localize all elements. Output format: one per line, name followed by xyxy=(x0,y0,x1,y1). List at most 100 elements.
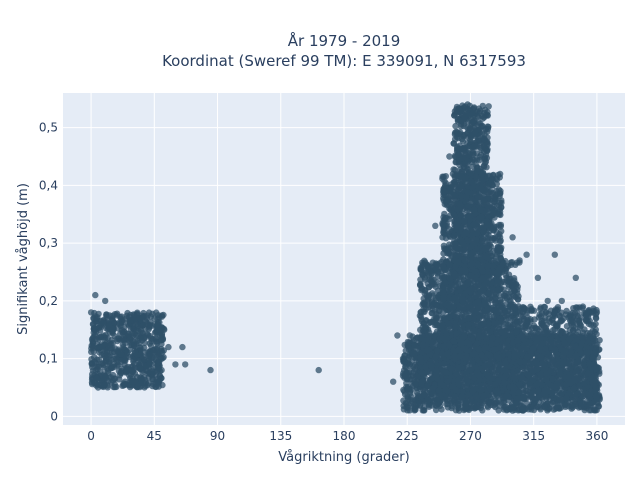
data-point xyxy=(101,337,109,344)
data-point xyxy=(409,350,416,357)
data-point xyxy=(479,407,486,414)
data-point xyxy=(421,276,429,283)
data-point xyxy=(502,267,509,275)
data-point xyxy=(492,381,499,388)
data-point xyxy=(476,346,483,353)
data-point xyxy=(437,380,444,387)
data-point xyxy=(489,208,496,216)
data-point xyxy=(499,367,506,374)
data-point xyxy=(487,291,495,298)
data-point xyxy=(455,364,463,372)
data-point xyxy=(120,335,127,342)
data-point xyxy=(503,393,510,400)
data-point xyxy=(481,362,488,370)
data-point xyxy=(488,340,495,348)
data-point xyxy=(442,386,449,394)
data-point xyxy=(477,387,485,394)
data-point xyxy=(552,405,559,412)
data-point xyxy=(143,314,151,321)
data-point xyxy=(480,320,487,327)
data-point xyxy=(424,347,431,354)
data-point xyxy=(96,368,104,375)
data-point xyxy=(450,304,457,311)
data-point xyxy=(456,302,463,310)
data-point xyxy=(446,322,453,329)
data-point xyxy=(475,372,482,379)
data-point xyxy=(146,360,153,367)
data-point xyxy=(417,309,424,316)
data-point xyxy=(452,323,459,330)
data-point xyxy=(451,271,458,278)
data-point xyxy=(109,315,116,322)
data-point xyxy=(453,371,460,378)
data-point xyxy=(446,215,453,223)
data-point xyxy=(503,277,511,284)
data-point xyxy=(498,299,505,306)
data-point xyxy=(419,407,426,414)
data-point xyxy=(409,373,416,380)
data-point xyxy=(412,381,419,388)
data-point xyxy=(432,353,440,360)
data-point xyxy=(502,316,510,323)
data-point xyxy=(96,327,104,334)
data-point xyxy=(106,362,114,369)
data-point xyxy=(493,223,500,230)
data-point xyxy=(496,308,503,316)
data-point xyxy=(101,352,108,360)
data-point xyxy=(101,347,109,355)
data-point xyxy=(465,287,472,294)
data-point xyxy=(117,369,125,376)
data-point xyxy=(496,361,503,368)
data-point xyxy=(441,210,448,218)
data-point xyxy=(459,297,466,305)
data-point xyxy=(426,329,433,336)
data-point xyxy=(483,334,490,342)
data-point xyxy=(443,400,450,408)
data-point xyxy=(433,328,441,335)
data-point xyxy=(429,309,436,317)
data-point xyxy=(137,344,144,351)
data-point xyxy=(487,398,495,406)
data-point xyxy=(418,332,426,339)
data-point xyxy=(153,325,160,332)
data-point xyxy=(465,340,473,347)
data-point xyxy=(109,371,117,379)
data-point xyxy=(451,393,459,400)
data-point xyxy=(486,328,494,336)
data-point xyxy=(118,326,126,334)
data-point xyxy=(493,352,500,360)
data-point xyxy=(406,362,414,370)
data-point xyxy=(433,372,440,379)
data-point xyxy=(122,357,129,365)
data-point xyxy=(158,340,165,348)
data-point xyxy=(454,377,462,384)
data-point xyxy=(419,341,426,348)
data-point xyxy=(594,341,601,348)
data-point xyxy=(474,299,481,306)
data-point xyxy=(458,393,466,400)
data-point xyxy=(133,327,140,334)
data-point xyxy=(99,343,106,350)
data-point xyxy=(488,374,495,382)
data-point xyxy=(462,346,470,354)
data-point xyxy=(134,373,141,381)
data-point xyxy=(440,360,448,367)
data-point xyxy=(420,391,428,399)
data-point xyxy=(405,339,413,346)
data-point xyxy=(530,406,538,414)
data-point xyxy=(416,354,424,361)
data-point xyxy=(502,359,509,367)
data-point xyxy=(428,281,435,289)
data-point xyxy=(489,334,496,342)
data-point xyxy=(448,365,455,373)
data-point xyxy=(473,340,481,347)
data-point xyxy=(411,365,419,373)
data-point xyxy=(458,317,465,324)
data-point xyxy=(124,349,131,356)
data-point xyxy=(441,336,448,343)
data-point xyxy=(422,363,429,370)
data-point xyxy=(489,235,496,242)
data-point xyxy=(429,390,437,397)
data-point xyxy=(472,285,479,293)
data-point xyxy=(461,284,468,291)
